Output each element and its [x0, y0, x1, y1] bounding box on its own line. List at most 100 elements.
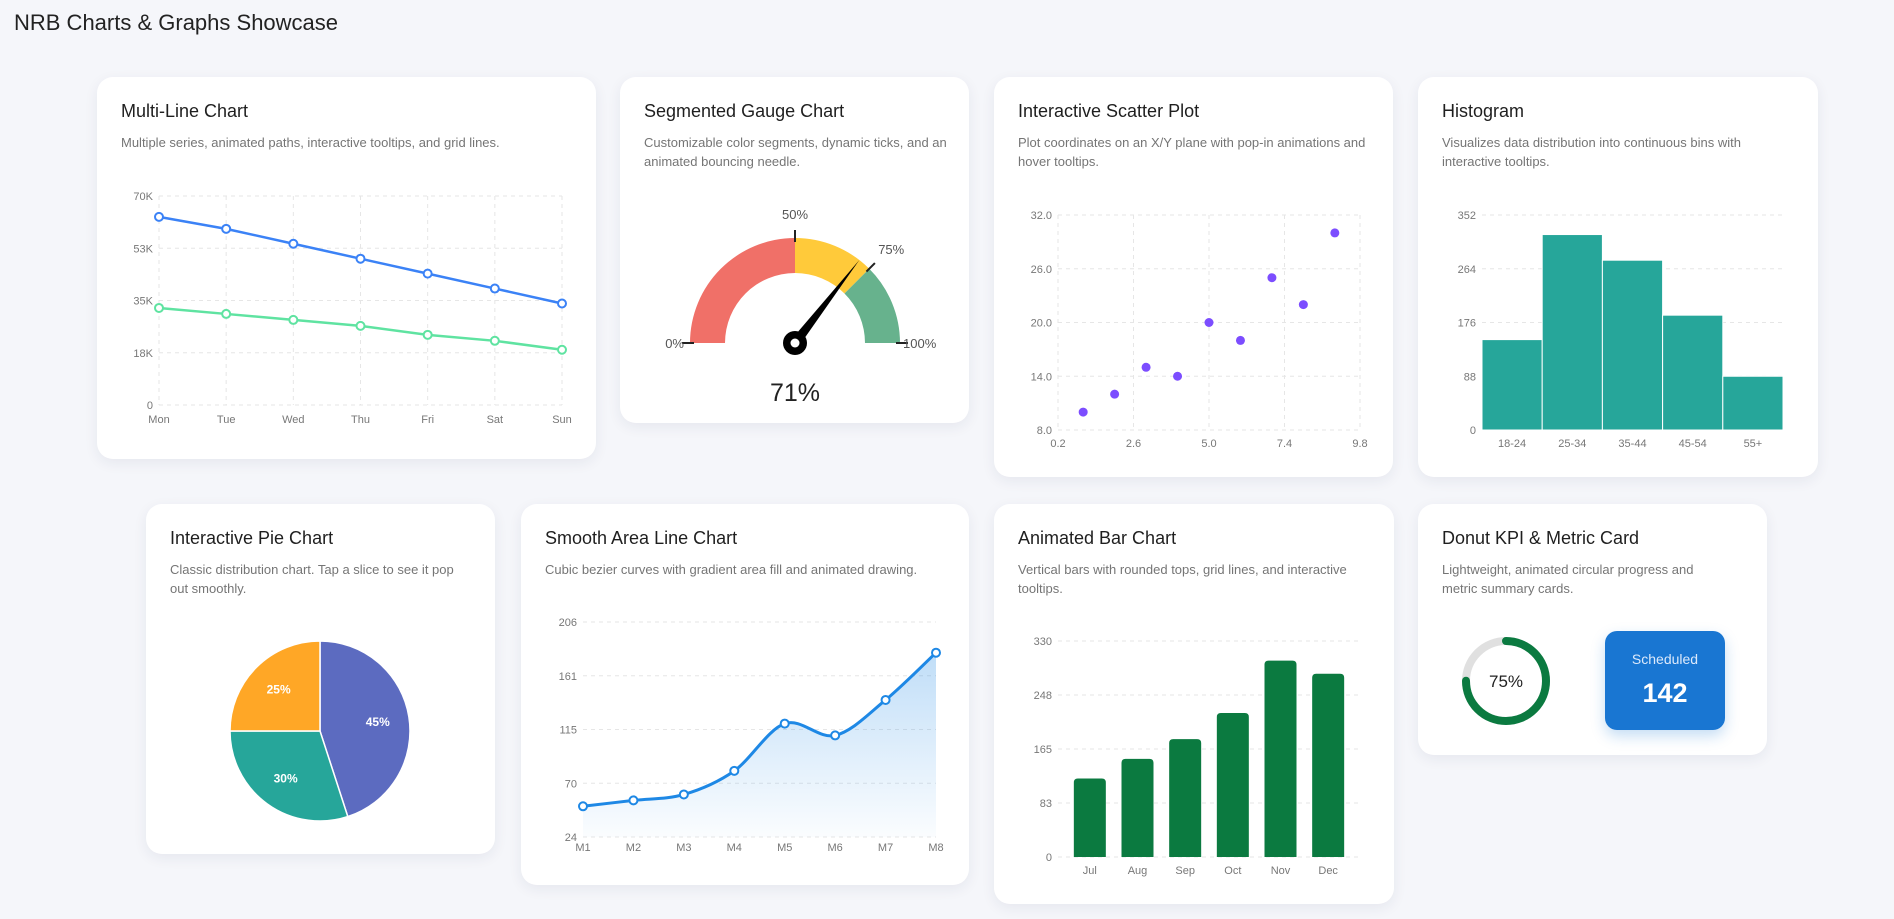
scatter-point[interactable]	[1298, 300, 1308, 310]
data-point[interactable]	[729, 765, 740, 776]
x-tick-label: 0.2	[1050, 438, 1065, 450]
bar[interactable]	[1312, 673, 1345, 857]
data-point[interactable]	[422, 268, 433, 279]
data-point[interactable]	[422, 329, 433, 340]
histogram-bin[interactable]	[1662, 314, 1724, 431]
y-tick-label: 8.0	[1037, 425, 1052, 437]
data-point[interactable]	[288, 238, 299, 249]
scatter-point[interactable]	[1267, 273, 1277, 283]
gauge-segment	[844, 268, 900, 343]
metric-label: Scheduled	[1631, 651, 1699, 667]
bar[interactable]	[1216, 713, 1249, 857]
scatter-point[interactable]	[1235, 335, 1245, 345]
data-point[interactable]	[288, 314, 299, 325]
gauge-needle-hub-center	[790, 338, 800, 348]
card-description: Multiple series, animated paths, interac…	[121, 135, 500, 150]
x-tick-label: M6	[828, 842, 843, 854]
data-point[interactable]	[578, 801, 588, 812]
data-point[interactable]	[355, 320, 366, 331]
data-point[interactable]	[154, 211, 164, 222]
donut-value: 75%	[1489, 672, 1523, 691]
data-point[interactable]	[678, 789, 689, 800]
bar-chart-card: Animated Bar Chart Vertical bars with ro…	[994, 504, 1394, 904]
data-point[interactable]	[355, 253, 366, 264]
gauge-tick-label: 50%	[782, 207, 808, 222]
bar[interactable]	[1264, 660, 1297, 857]
data-point[interactable]	[931, 647, 941, 658]
y-tick-label: 32.0	[1031, 210, 1052, 222]
scatter-point[interactable]	[1078, 407, 1088, 417]
histogram-bin[interactable]	[1722, 375, 1784, 431]
card-title: Donut KPI & Metric Card	[1442, 528, 1640, 548]
card-title: Interactive Scatter Plot	[1018, 101, 1200, 121]
histogram-bin[interactable]	[1541, 234, 1603, 431]
y-tick-label: 115	[559, 725, 577, 737]
scatter-plot-card: Interactive Scatter Plot Plot coordinate…	[994, 77, 1393, 477]
card-description: Cubic bezier curves with gradient area f…	[545, 562, 918, 577]
x-tick-label: 55+	[1744, 438, 1763, 450]
data-point[interactable]	[557, 298, 567, 309]
data-point[interactable]	[489, 283, 500, 294]
bar-chart[interactable]: 0 83 165 248 330 Jul Aug Sep Oct Nov Dec	[994, 504, 1394, 904]
multi-line-chart[interactable]: 0 18K 35K 53K 70K Mon Tue Wed Thu Fri Sat Sun	[97, 77, 596, 459]
y-tick-label: 26.0	[1031, 264, 1052, 276]
x-tick-label: M2	[626, 842, 641, 854]
y-tick-label: 14.0	[1031, 371, 1052, 383]
pie-chart[interactable]: 45% 30% 25%	[146, 504, 495, 854]
y-tick-label: 330	[1034, 636, 1052, 648]
y-tick-label: 0	[1046, 852, 1052, 864]
card-title: Interactive Pie Chart	[170, 528, 334, 548]
scatter-point[interactable]	[1330, 228, 1340, 238]
x-tick-label: Oct	[1224, 865, 1241, 877]
histogram[interactable]: 0 88 176 264 352 18-24 25-34 35-44 45-54 55+	[1418, 77, 1818, 477]
x-tick-label: 9.8	[1352, 438, 1367, 450]
x-tick-label: Jul	[1083, 865, 1097, 877]
data-point[interactable]	[221, 223, 232, 234]
x-tick-label: Fri	[421, 414, 434, 426]
y-tick-label: 0	[147, 400, 153, 412]
histogram-bin[interactable]	[1601, 259, 1664, 431]
gauge-value: 71%	[770, 379, 820, 407]
gauge-segment	[690, 238, 795, 343]
histogram-bin[interactable]	[1481, 339, 1543, 431]
data-point[interactable]	[830, 730, 841, 741]
x-tick-label: 35-44	[1618, 438, 1646, 450]
bar[interactable]	[1073, 778, 1106, 857]
data-point[interactable]	[557, 344, 567, 355]
data-point[interactable]	[221, 308, 232, 319]
pie-chart-card: Interactive Pie Chart Classic distributi…	[146, 504, 495, 854]
x-tick-label: Thu	[351, 414, 370, 426]
data-point[interactable]	[779, 718, 790, 729]
pie-slice[interactable]	[229, 640, 321, 732]
x-tick-label: Sep	[1175, 865, 1195, 877]
metric-card-scheduled[interactable]: Scheduled 142	[1605, 631, 1725, 730]
x-tick-label: Nov	[1271, 865, 1291, 877]
scatter-point[interactable]	[1141, 362, 1151, 372]
y-tick-label: 35K	[133, 296, 153, 308]
card-description: Lightweight, animated circular progress …	[1442, 562, 1694, 596]
scatter-point[interactable]	[1110, 389, 1120, 399]
y-tick-label: 161	[559, 671, 577, 683]
pie-slice[interactable]	[319, 640, 411, 818]
bar[interactable]	[1121, 758, 1154, 857]
x-tick-label: M3	[676, 842, 691, 854]
scatter-point[interactable]	[1204, 318, 1214, 327]
y-tick-label: 83	[1040, 798, 1052, 810]
data-point[interactable]	[880, 694, 891, 705]
pie-slice-label: 30%	[274, 771, 298, 785]
pie-slice[interactable]	[229, 730, 349, 822]
scatter-point[interactable]	[1173, 371, 1183, 381]
page-title: NRB Charts & Graphs Showcase	[14, 10, 339, 35]
gauge-tick-label: 100%	[903, 336, 937, 351]
y-tick-label: 70	[565, 778, 577, 790]
scatter-plot[interactable]: 8.0 14.0 20.0 26.0 32.0 0.2 2.6 5.0 7.4 9.8	[994, 77, 1393, 477]
gauge-tick-label: 0%	[665, 336, 684, 351]
y-tick-label: 165	[1034, 744, 1052, 756]
bar[interactable]	[1169, 739, 1202, 857]
area-chart[interactable]: 24 70 115 161 206 M1 M2 M3 M4 M5 M6 M7 M8	[521, 504, 969, 885]
card-title: Segmented Gauge Chart	[644, 101, 845, 121]
data-point[interactable]	[628, 795, 639, 806]
data-point[interactable]	[154, 302, 164, 313]
data-point[interactable]	[489, 335, 500, 346]
x-tick-label: 2.6	[1126, 438, 1141, 450]
